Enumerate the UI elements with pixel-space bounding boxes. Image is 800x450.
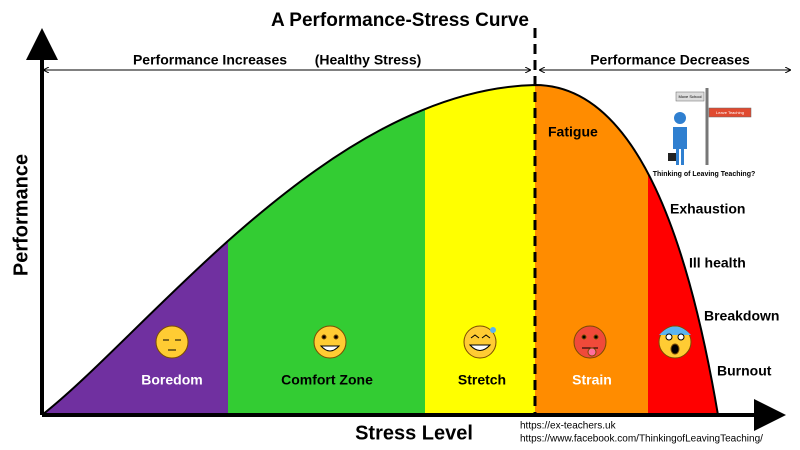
zone-boredom (42, 85, 228, 415)
link[interactable]: https://www.facebook.com/ThinkingofLeavi… (520, 434, 763, 445)
zone-label: Strain (572, 372, 612, 388)
zone-strain (535, 85, 648, 415)
phase-note: (Healthy Stress) (315, 52, 422, 68)
curve-label: Ill health (689, 255, 746, 271)
x-axis-label: Stress Level (355, 422, 473, 444)
sign-text: Move School (678, 94, 701, 99)
link[interactable]: https://ex-teachers.uk (520, 421, 617, 432)
signpost: Move School Leave Teaching (668, 88, 752, 165)
zone-label: Comfort Zone (281, 372, 373, 388)
title: A Performance-Stress Curve (271, 10, 529, 31)
zone-label: Stretch (458, 372, 506, 388)
phase-label: Performance Increases (133, 52, 287, 68)
curve-label: Fatigue (548, 124, 598, 140)
zone-label: Boredom (141, 372, 202, 388)
sign-text: Leave Teaching (716, 110, 744, 115)
curve-label: Burnout (717, 363, 772, 379)
zones (42, 85, 718, 415)
curve-label: Exhaustion (670, 201, 745, 217)
phase-label: Performance Decreases (590, 52, 750, 68)
zone-comfort (228, 85, 425, 415)
curve-label: Breakdown (704, 308, 779, 324)
curve (41, 83, 719, 416)
emoji (155, 325, 692, 359)
y-axis-label: Performance (10, 154, 32, 276)
zone-stretch (425, 85, 535, 415)
sign-caption: Thinking of Leaving Teaching? (653, 171, 756, 178)
